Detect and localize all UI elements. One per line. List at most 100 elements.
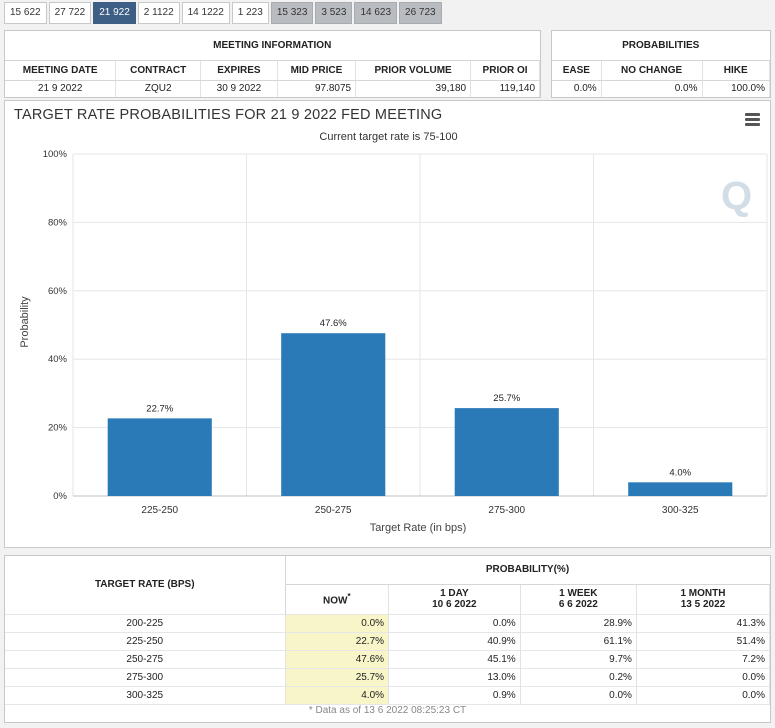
- meeting-cell-5: 119,140: [470, 80, 540, 97]
- tab-meeting-7[interactable]: 3 523: [315, 2, 353, 24]
- x-tick-label: 250-275: [315, 505, 352, 516]
- target-rate-cell: 250-275: [5, 649, 286, 668]
- target-rate-chart: 0% 20% 40% 60% 80% 100% Q 22.7% 225-250 47.6% 250-…: [4, 100, 771, 548]
- bar-250-275[interactable]: [281, 333, 386, 496]
- bar-data-label: 47.6%: [320, 318, 347, 329]
- meeting-cell-3: 97.8075: [277, 80, 357, 97]
- col-header-label: 1 DAY: [440, 588, 469, 599]
- tab-meeting-6[interactable]: 15 323: [270, 2, 314, 24]
- tab-meeting-8[interactable]: 14 623: [354, 2, 398, 24]
- chart-subtitle: Current target rate is 75-100: [319, 131, 458, 143]
- meeting-cell-0: 21 9 2022: [5, 80, 117, 97]
- probability-cell-3: 0.0%: [636, 667, 771, 686]
- probability-cell-1: 0.9%: [388, 685, 521, 704]
- probability-cell-1: 40.9%: [388, 631, 521, 650]
- tab-meeting-3[interactable]: 2 1122: [137, 2, 180, 24]
- y-tick-label: 0%: [53, 491, 67, 502]
- table-row: 250-275 47.6% 45.1% 9.7% 7.2%: [5, 649, 771, 668]
- y-tick-label: 40%: [48, 354, 68, 365]
- meeting-col-header-2: EXPIRES: [200, 60, 278, 81]
- y-tick-label: 100%: [43, 149, 68, 160]
- probability-cell-2: 61.1%: [520, 631, 637, 650]
- hamburger-menu-icon[interactable]: [745, 113, 760, 126]
- chart-canvas: 0% 20% 40% 60% 80% 100% Q 22.7% 225-250 47.6% 250-…: [19, 149, 768, 534]
- bar-275-300[interactable]: [454, 408, 559, 496]
- meeting-cell-2: 30 9 2022: [200, 80, 278, 97]
- y-axis-title: Probability: [19, 296, 31, 348]
- col-header-date: 6 6 2022: [558, 599, 598, 610]
- col-header-label: 1 WEEK: [559, 588, 598, 599]
- meeting-col-header-1: CONTRACT: [115, 60, 202, 81]
- probabilities-panel: PROBABILITIES EASE NO CHANGE HIKE 0.0% 0.0%…: [551, 30, 771, 98]
- tab-meeting-5[interactable]: 1 223: [231, 2, 269, 24]
- target-rate-cell: 225-250: [5, 631, 286, 650]
- probability-cell-3: 7.2%: [636, 649, 771, 668]
- probability-col-header-0: NOW*: [285, 584, 390, 614]
- tab-meeting-4[interactable]: 14 1222: [181, 2, 230, 24]
- chart-title: TARGET RATE PROBABILITIES FOR 21 9 2022 …: [14, 107, 443, 123]
- meeting-col-header-0: MEETING DATE: [5, 60, 117, 81]
- bar-300-325[interactable]: [628, 482, 733, 496]
- probability-group-header: PROBABILITY(%): [285, 556, 770, 585]
- bar-data-label: 22.7%: [146, 403, 173, 414]
- probability-cell-3: 51.4%: [636, 631, 771, 650]
- meeting-cell-1: ZQU2: [115, 80, 202, 97]
- probabilities-col-header-2: HIKE: [702, 60, 771, 81]
- tab-meeting-1[interactable]: 27 722: [48, 2, 92, 24]
- probability-col-header-3: 1 MONTH 13 5 2022: [636, 584, 771, 614]
- x-tick-label: 300-325: [662, 505, 699, 516]
- probabilities-col-header-0: EASE: [552, 60, 602, 81]
- table-row: 300-325 4.0% 0.9% 0.0% 0.0%: [5, 685, 771, 704]
- target-rate-header: TARGET RATE (BPS): [5, 556, 286, 614]
- x-axis-title: Target Rate (in bps): [370, 522, 467, 534]
- tab-meeting-9[interactable]: 26 723: [399, 2, 442, 24]
- tab-meeting-2[interactable]: 21 922: [93, 2, 136, 24]
- bar-225-250[interactable]: [107, 418, 212, 496]
- meeting-cell-4: 39,180: [355, 80, 472, 97]
- table-row: 225-250 22.7% 40.9% 61.1% 51.4%: [5, 631, 771, 650]
- probability-cell-2: 0.2%: [520, 667, 637, 686]
- tab-meeting-0[interactable]: 15 622: [4, 2, 47, 24]
- col-header-marker: *: [347, 592, 351, 602]
- probability-cell-3: 0.0%: [636, 685, 771, 704]
- probability-cell-0: 0.0%: [285, 613, 390, 632]
- y-tick-label: 20%: [48, 423, 68, 434]
- probabilities-cell-0: 0.0%: [552, 80, 602, 97]
- x-tick-label: 225-250: [141, 505, 178, 516]
- table-row: 275-300 25.7% 13.0% 0.2% 0.0%: [5, 667, 771, 686]
- y-tick-label: 80%: [48, 217, 68, 228]
- col-header-label: 1 MONTH: [680, 588, 726, 599]
- col-header-date: 13 5 2022: [680, 599, 726, 610]
- probabilities-title: PROBABILITIES: [552, 31, 770, 61]
- probability-cell-1: 45.1%: [388, 649, 521, 668]
- probability-col-header-1: 1 DAY 10 6 2022: [388, 584, 521, 614]
- probabilities-cell-1: 0.0%: [601, 80, 703, 97]
- meeting-col-header-5: PRIOR OI: [470, 60, 540, 81]
- probability-cell-0: 22.7%: [285, 631, 390, 650]
- meeting-information-title: MEETING INFORMATION: [5, 31, 540, 61]
- probability-cell-2: 28.9%: [520, 613, 637, 632]
- probability-cell-0: 25.7%: [285, 667, 390, 686]
- target-rate-cell: 275-300: [5, 667, 286, 686]
- meeting-col-header-4: PRIOR VOLUME: [355, 60, 472, 81]
- probabilities-cell-2: 100.0%: [702, 80, 771, 97]
- probability-cell-2: 9.7%: [520, 649, 637, 668]
- meeting-date-tabs: 15 622 27 722 21 922 2 1122 14 1222 1 223 15 3…: [4, 2, 442, 24]
- q-logo-watermark: Q: [721, 174, 752, 218]
- probability-cell-0: 4.0%: [285, 685, 390, 704]
- table-row: 200-225 0.0% 0.0% 28.9% 41.3%: [5, 613, 771, 632]
- x-tick-label: 275-300: [488, 505, 525, 516]
- probability-cell-0: 47.6%: [285, 649, 390, 668]
- bar-data-label: 25.7%: [493, 393, 520, 404]
- data-timestamp-footnote: * Data as of 13 6 2022 08:25:23 CT: [5, 704, 770, 722]
- col-header-date: 10 6 2022: [432, 599, 477, 610]
- bar-data-label: 4.0%: [669, 467, 691, 478]
- target-rate-cell: 200-225: [5, 613, 286, 632]
- probability-col-header-2: 1 WEEK 6 6 2022: [520, 584, 637, 614]
- target-rate-probability-table: TARGET RATE (BPS) PROBABILITY(%) NOW* 1 D…: [4, 555, 771, 723]
- probabilities-col-header-1: NO CHANGE: [601, 60, 703, 81]
- meeting-information-panel: MEETING INFORMATION MEETING DATE CONTRACT…: [4, 30, 541, 98]
- col-header-label: NOW: [322, 595, 348, 607]
- probability-cell-1: 0.0%: [388, 613, 521, 632]
- probability-cell-3: 41.3%: [636, 613, 771, 632]
